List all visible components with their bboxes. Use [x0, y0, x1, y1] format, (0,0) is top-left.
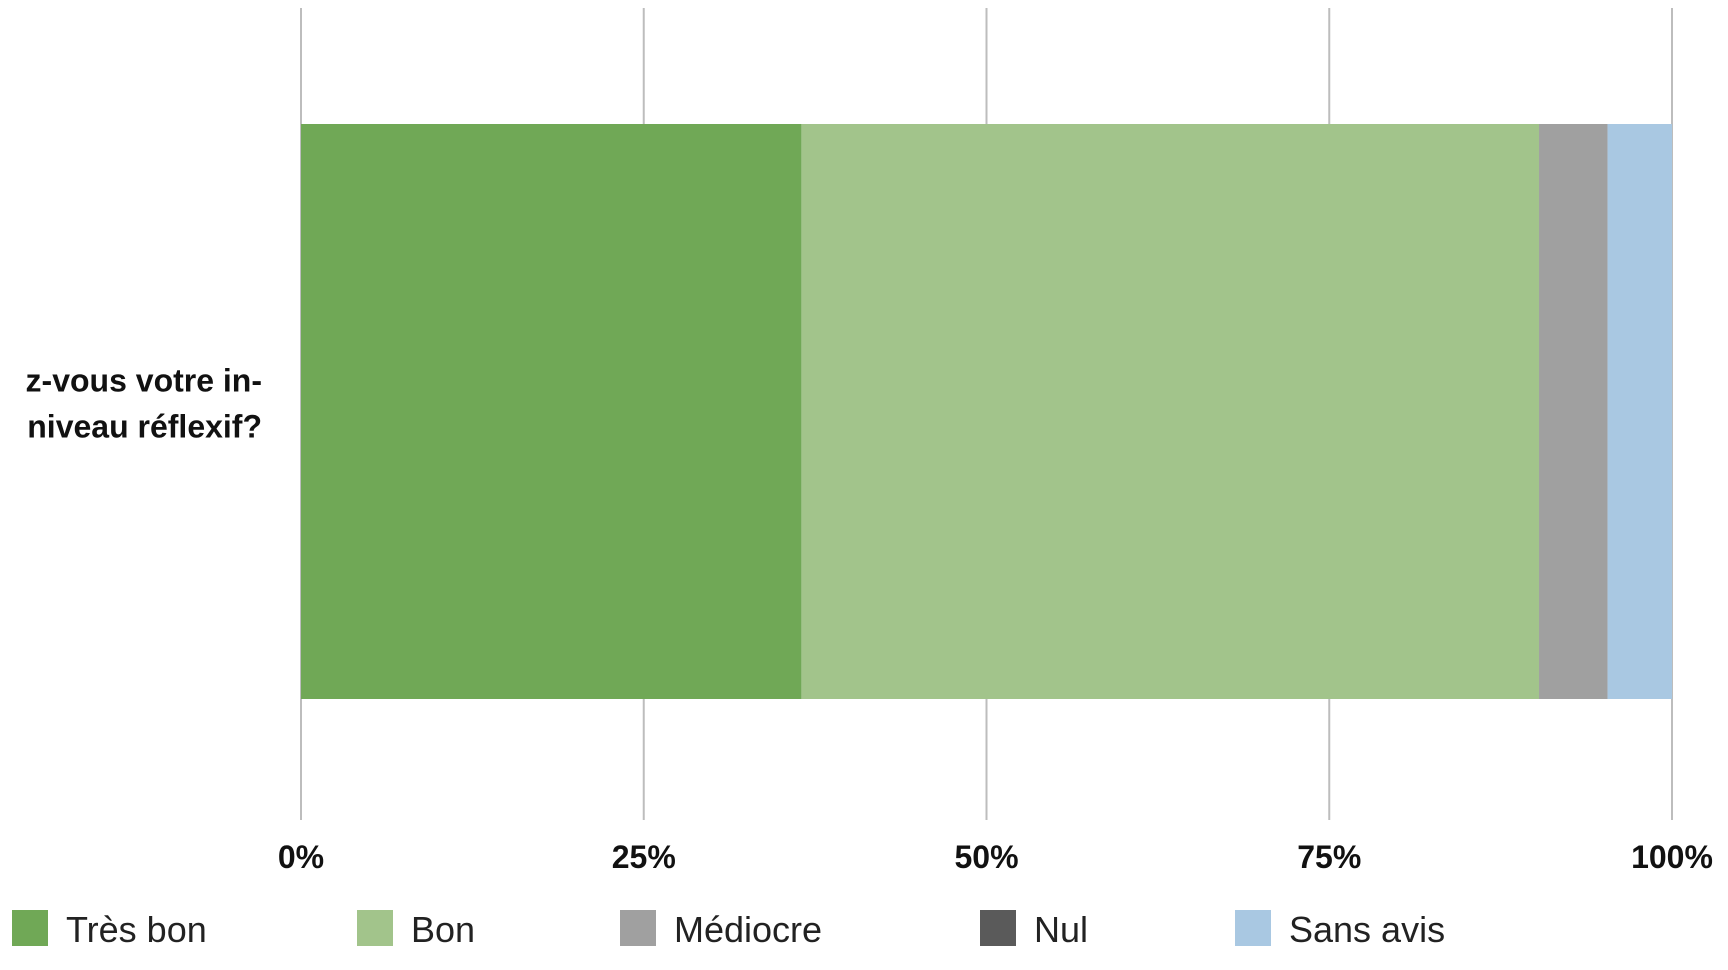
legend-label: Bon: [411, 909, 475, 950]
bar-segment: [801, 124, 1540, 699]
bar-segment: [1539, 124, 1608, 699]
category-label: z-vous votre in-niveau réflexif?: [26, 363, 262, 445]
legend-swatch: [620, 910, 656, 946]
bar-segment: [301, 124, 802, 699]
legend-label: Très bon: [66, 909, 207, 950]
legend: Très bon Bon Médiocre Nul Sans avis: [12, 909, 1445, 950]
legend-label: Sans avis: [1289, 909, 1445, 950]
legend-swatch: [12, 910, 48, 946]
category-label-line: z-vous votre in-: [26, 363, 262, 399]
legend-label: Nul: [1034, 909, 1088, 950]
bar-segment: [1607, 124, 1672, 699]
category-label-line: niveau réflexif?: [27, 409, 262, 445]
x-tick-label: 100%: [1631, 839, 1713, 875]
x-tick-label: 0%: [278, 839, 324, 875]
bar-segments: [301, 124, 1672, 699]
x-tick-label: 75%: [1297, 839, 1361, 875]
legend-swatch: [1235, 910, 1271, 946]
legend-label: Médiocre: [674, 909, 822, 950]
x-tick-label: 25%: [612, 839, 676, 875]
x-axis-tick-labels: 0% 25% 50% 75% 100%: [278, 839, 1713, 875]
legend-swatch: [357, 910, 393, 946]
x-tick-label: 50%: [954, 839, 1018, 875]
legend-swatch: [980, 910, 1016, 946]
